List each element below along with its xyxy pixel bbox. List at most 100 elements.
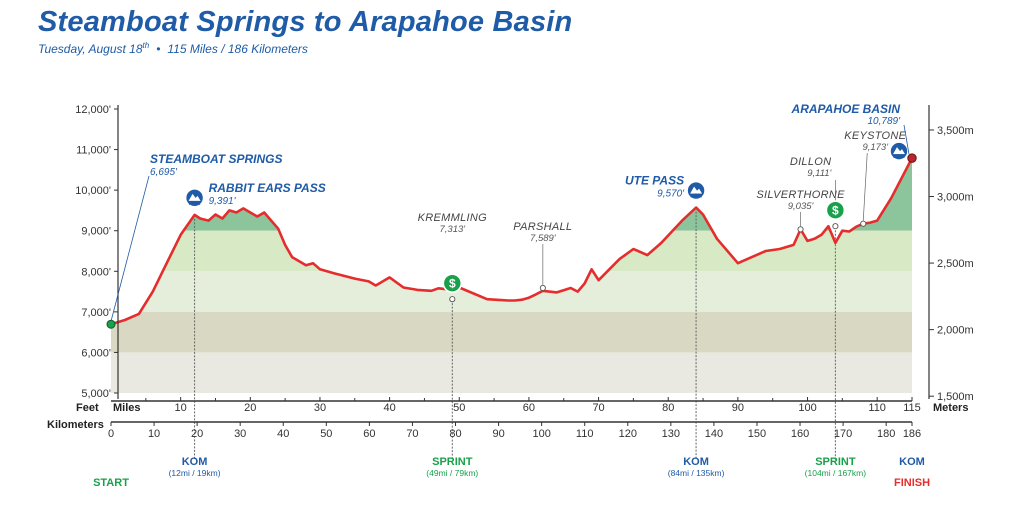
separator-dot: • — [156, 42, 161, 56]
y-tick-label: 5,000' — [81, 388, 111, 400]
bottom-label: SPRINT — [432, 456, 473, 468]
y-tick-label: 9,000' — [81, 226, 111, 238]
km-tick-label: 186 — [903, 428, 921, 440]
elevation-band-5 — [111, 352, 912, 393]
y-tick-label: 10,000' — [75, 185, 111, 197]
marker-elevation: 9,173' — [862, 142, 889, 153]
feet-axis-title: Feet — [76, 402, 99, 414]
elevation-band-4 — [111, 311, 912, 353]
km-tick-label: 70 — [406, 428, 418, 440]
km-tick-label: 150 — [748, 428, 766, 440]
bottom-sublabel: (84mi / 135km) — [668, 468, 725, 478]
y-tick-label: 11,000' — [76, 145, 111, 157]
bottom-sublabel: (49mi / 79km) — [426, 468, 478, 478]
profile-line — [110, 157, 914, 326]
date-suffix: th — [142, 41, 150, 50]
start-dot — [106, 319, 116, 329]
page-title: Steamboat Springs to Arapahoe Basin — [38, 6, 573, 38]
svg-text:KOM: KOM — [893, 154, 905, 160]
leader-line — [903, 124, 910, 155]
bottom-label: SPRINT — [815, 456, 856, 468]
svg-text:KOM: KOM — [189, 201, 201, 207]
marker-elevation: 10,789' — [868, 116, 902, 127]
mile-tick-label: 60 — [523, 402, 535, 414]
y-tick-label: 7,000' — [81, 307, 111, 319]
stage-date: Tuesday, August 18 — [38, 42, 143, 56]
km-tick-label: 10 — [148, 428, 160, 440]
km-tick-label: 100 — [532, 428, 550, 440]
marker-name: PARSHALL — [513, 221, 572, 233]
bottom-label: FINISH — [894, 477, 930, 489]
svg-text:$: $ — [449, 277, 456, 291]
right-tick-label: 2,000m — [937, 325, 974, 337]
km-tick-label: 160 — [791, 428, 809, 440]
bottom-label: KOM — [182, 456, 208, 468]
marker-name: STEAMBOAT SPRINGS — [150, 152, 282, 166]
marker-name: KREMMLING — [418, 212, 487, 224]
km-tick-label: 80 — [449, 428, 461, 440]
sprint-icon: $ — [442, 273, 463, 293]
sprint-icon: $ — [825, 200, 846, 221]
y-tick-label: 6,000' — [81, 347, 111, 359]
marker-elevation: 9,111' — [807, 168, 832, 179]
km-tick-label: 90 — [492, 428, 504, 440]
km-tick-label: 120 — [619, 428, 637, 440]
bottom-sublabel: (104mi / 167km) — [805, 468, 867, 478]
mile-tick-label: 20 — [244, 402, 256, 414]
town-dot — [539, 284, 546, 292]
y-tick-label: 8,000' — [81, 266, 111, 278]
km-tick-label: 20 — [191, 428, 203, 440]
km-tick-label: 0 — [108, 428, 114, 440]
marker-elevation: 7,313' — [439, 224, 466, 235]
marker-name: SILVERTHORNE — [756, 189, 845, 201]
km-tick-label: 30 — [234, 428, 246, 440]
y-tick-label: 12,000' — [75, 104, 111, 116]
right-tick-label: 1,500m — [937, 391, 974, 403]
svg-text:$: $ — [832, 204, 839, 218]
km-tick-label: 110 — [576, 428, 594, 440]
mile-tick-label: 90 — [732, 402, 744, 414]
checkpoint-lines — [194, 211, 836, 460]
km-axis-title: Kilometers — [47, 419, 104, 431]
finish-dot — [907, 153, 917, 163]
mile-tick-label: 10 — [175, 402, 187, 414]
marker-elevation: 9,391' — [209, 196, 237, 207]
leader-line — [110, 175, 150, 322]
marker-name: UTE PASS — [625, 174, 684, 188]
mile-tick-label: 115 — [903, 402, 921, 414]
town-dot — [797, 226, 804, 233]
leader-line — [862, 152, 868, 221]
marker-name: ARAPAHOE BASIN — [791, 102, 901, 116]
marker-elevation: 9,035' — [788, 201, 815, 212]
town-dot — [860, 220, 867, 227]
right-tick-label: 3,500m — [937, 125, 974, 137]
meters-axis-title: Meters — [933, 402, 968, 414]
town-dot — [832, 223, 839, 230]
mile-tick-label: 50 — [453, 402, 465, 414]
checkpoint-markers: KOM $ KOM $ KOM — [106, 141, 917, 329]
marker-elevation: 6,695' — [150, 167, 178, 178]
right-tick-label: 2,500m — [937, 258, 974, 270]
km-tick-label: 40 — [277, 428, 289, 440]
mile-tick-label: 30 — [314, 402, 326, 414]
marker-name: KEYSTONE — [844, 130, 906, 142]
profile-white-fill — [111, 109, 912, 325]
mile-tick-label: 110 — [868, 402, 886, 414]
stage-distance: 115 Miles / 186 Kilometers — [167, 42, 308, 56]
bottom-label: KOM — [683, 456, 709, 468]
marker-name: RABBIT EARS PASS — [209, 181, 326, 195]
marker-elevation: 7,589' — [530, 233, 557, 244]
km-tick-label: 50 — [320, 428, 332, 440]
km-tick-label: 170 — [834, 428, 852, 440]
mile-tick-label: 70 — [592, 402, 604, 414]
marker-name: DILLON — [790, 156, 832, 168]
axes: 12,000' 11,000' 10,000' 9,000' 8,000' 7,000' 6… — [47, 104, 974, 440]
right-tick-label: 3,000m — [937, 192, 974, 204]
km-tick-label: 140 — [705, 428, 723, 440]
mile-tick-label: 80 — [662, 402, 674, 414]
km-tick-label: 180 — [877, 428, 895, 440]
mile-tick-label: 40 — [383, 402, 395, 414]
